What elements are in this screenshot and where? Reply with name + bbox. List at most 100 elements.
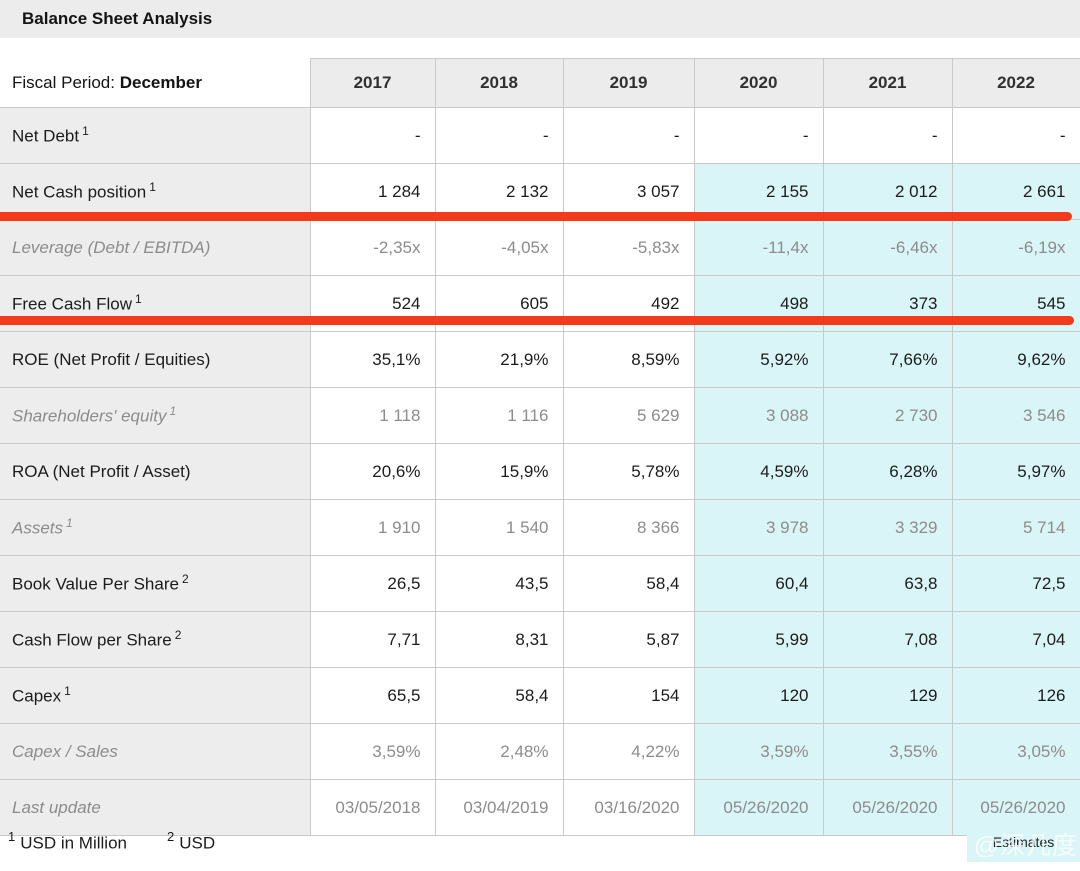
value-cell: 3,55% [822, 723, 953, 780]
table-row: Net Cash position 1 1 284 2 132 3 057 2 155 2 … [0, 163, 1080, 220]
balance-sheet-table: Fiscal Period: December 2017 2018 2019 2020… [0, 58, 1080, 836]
value-cell: 129 [822, 667, 953, 724]
row-label: Cash Flow per Share 2 [0, 611, 311, 668]
value-cell: 5 629 [562, 387, 695, 444]
value-cell: 2 661 [951, 163, 1080, 220]
value-cell: 8,59% [562, 331, 695, 388]
value-cell: 3 057 [562, 163, 695, 220]
table-row: Shareholders' equity 1 1 118 1 116 5 629 3 08… [0, 387, 1080, 444]
value-cell: 21,9% [434, 331, 564, 388]
row-label: Assets 1 [0, 499, 311, 556]
value-cell: 1 116 [434, 387, 564, 444]
value-cell: 3,05% [951, 723, 1080, 780]
value-cell: 5,92% [693, 331, 824, 388]
value-cell: -2,35x [309, 219, 436, 276]
value-cell: 03/05/2018 [309, 779, 436, 836]
value-cell: 20,6% [309, 443, 436, 500]
estimates-badge: Estimates [967, 822, 1080, 862]
footnote-1-marker: 1 [8, 829, 16, 845]
value-cell: -5,83x [562, 219, 695, 276]
footnote-2-text: USD [179, 833, 216, 853]
table-row: Capex / Sales 3,59% 2,48% 4,22% 3,59% 3,55% 3,… [0, 723, 1080, 780]
value-cell: 58,4 [562, 555, 695, 612]
table-row: Cash Flow per Share 2 7,71 8,31 5,87 5,99 7,08… [0, 611, 1080, 668]
footnote-ref: 1 [134, 292, 142, 307]
value-cell: - [309, 107, 436, 164]
value-cell: 3 088 [693, 387, 824, 444]
red-marker-underline-net-cash [0, 212, 1072, 221]
value-cell: 60,4 [693, 555, 824, 612]
footnote-ref: 1 [169, 404, 177, 419]
value-cell: 7,71 [309, 611, 436, 668]
table-row: Net Debt 1- - - - - - [0, 107, 1080, 164]
table-row: Assets 1 1 910 1 540 8 366 3 978 3 329 5 714 [0, 499, 1080, 556]
value-cell: -4,05x [434, 219, 564, 276]
row-label: Capex / Sales [0, 723, 311, 780]
value-cell: 7,04 [951, 611, 1080, 668]
footnote-ref: 2 [181, 572, 189, 587]
year-header-2018: 2018 [434, 58, 564, 108]
value-cell: 2 012 [822, 163, 953, 220]
value-cell: 7,66% [822, 331, 953, 388]
value-cell: 8,31 [434, 611, 564, 668]
row-label: ROA (Net Profit / Asset) [0, 443, 311, 500]
footnote-usd: 2 USD [166, 829, 216, 854]
value-cell: 4,22% [562, 723, 695, 780]
year-header-2020: 2020 [693, 58, 824, 108]
value-cell: 05/26/2020 [693, 779, 824, 836]
table-row: Leverage (Debt / EBITDA) -2,35x -4,05x -5,8… [0, 219, 1080, 276]
value-cell: 3 329 [822, 499, 953, 556]
value-cell: 9,62% [951, 331, 1080, 388]
value-cell: 35,1% [309, 331, 436, 388]
value-cell: 03/04/2019 [434, 779, 564, 836]
value-cell: 5,99 [693, 611, 824, 668]
value-cell: 1 910 [309, 499, 436, 556]
value-cell: - [434, 107, 564, 164]
row-label: Net Cash position 1 [0, 163, 311, 220]
year-header-2017: 2017 [309, 58, 436, 108]
value-cell: 1 540 [434, 499, 564, 556]
footnote-1-text: USD in Million [20, 833, 127, 853]
value-cell: -6,46x [822, 219, 953, 276]
value-cell: - [562, 107, 695, 164]
row-label: Last update [0, 779, 311, 836]
footnote-ref: 1 [82, 124, 89, 139]
value-cell: 43,5 [434, 555, 564, 612]
value-cell: 8 366 [562, 499, 695, 556]
table-header-row: Fiscal Period: December 2017 2018 2019 2020… [0, 58, 1080, 108]
value-cell: 1 118 [309, 387, 436, 444]
year-header-2021: 2021 [822, 58, 953, 108]
value-cell: 3,59% [693, 723, 824, 780]
value-cell: 6,28% [822, 443, 953, 500]
value-cell: 154 [562, 667, 695, 724]
year-header-2019: 2019 [562, 58, 695, 108]
value-cell: 5 714 [951, 499, 1080, 556]
value-cell: 4,59% [693, 443, 824, 500]
fiscal-period-label: Fiscal Period: [12, 72, 115, 92]
value-cell: -11,4x [693, 219, 824, 276]
value-cell: 2 155 [693, 163, 824, 220]
red-marker-underline-fcf [0, 316, 1074, 325]
fiscal-period-header: Fiscal Period: December [0, 58, 310, 108]
value-cell: -6,19x [951, 219, 1080, 276]
estimates-badge-label: Estimates [992, 834, 1055, 850]
value-cell: - [951, 107, 1080, 164]
footnote-ref: 1 [66, 516, 73, 531]
row-label: Book Value Per Share 2 [0, 555, 311, 612]
value-cell: - [693, 107, 824, 164]
table-row: ROA (Net Profit / Asset) 20,6% 15,9% 5,78% 4… [0, 443, 1080, 500]
value-cell: 2,48% [434, 723, 564, 780]
value-cell: 15,9% [434, 443, 564, 500]
value-cell: - [822, 107, 953, 164]
value-cell: 3 978 [693, 499, 824, 556]
value-cell: 58,4 [434, 667, 564, 724]
footnote-ref: 2 [174, 628, 182, 643]
footnote-2-marker: 2 [166, 829, 175, 845]
footnote-ref: 1 [149, 180, 156, 195]
value-cell: 5,78% [562, 443, 695, 500]
value-cell: 63,8 [822, 555, 953, 612]
footnote-ref: 1 [64, 684, 71, 699]
value-cell: 7,08 [822, 611, 953, 668]
row-label: ROE (Net Profit / Equities) [0, 331, 311, 388]
row-label: Capex 1 [0, 667, 311, 724]
